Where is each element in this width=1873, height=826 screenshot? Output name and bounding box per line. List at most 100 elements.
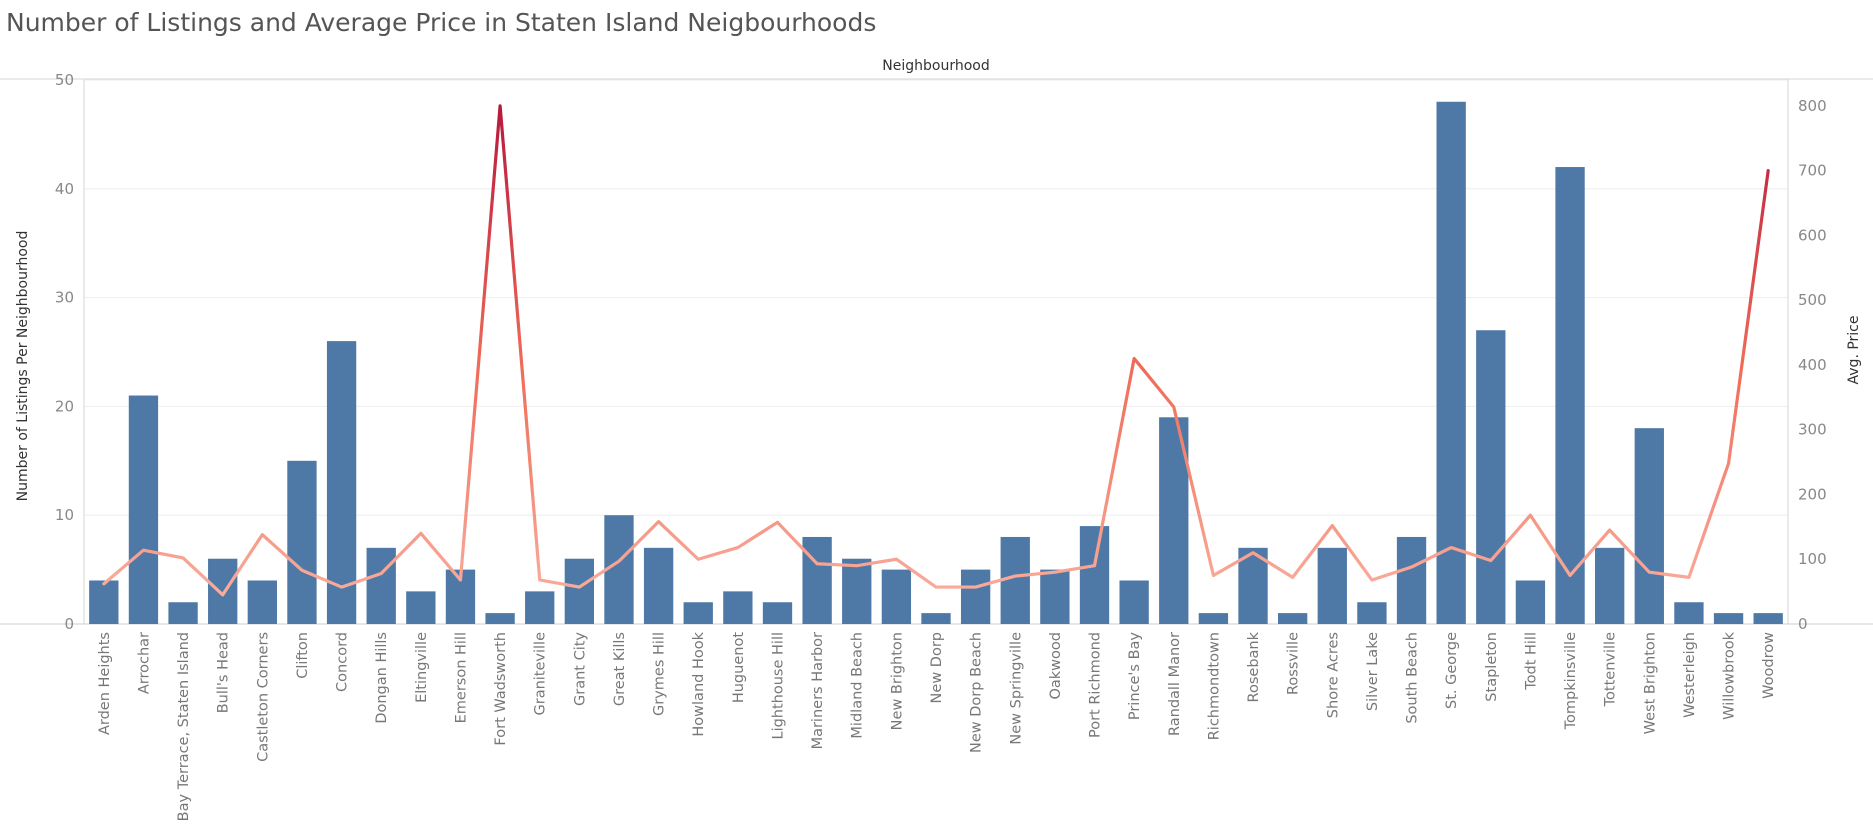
right-axis-title: Avg. Price — [1846, 316, 1862, 385]
category-label: Silver Lake — [1365, 632, 1381, 711]
bar-24 — [1040, 569, 1070, 624]
bar-8 — [406, 591, 436, 624]
bar-39 — [1634, 428, 1664, 624]
bar-series — [89, 101, 1783, 625]
right-tick-label: 500 — [1798, 291, 1827, 309]
category-label: Willowbrook — [1722, 631, 1738, 719]
bar-26 — [1119, 580, 1149, 624]
left-tick-label: 20 — [55, 397, 74, 415]
left-tick-label: 0 — [64, 615, 74, 633]
bar-18 — [802, 536, 832, 624]
bar-0 — [89, 580, 119, 624]
left-tick-label: 30 — [55, 289, 74, 307]
price-line — [102, 104, 1770, 597]
category-label: Clifton — [295, 632, 311, 679]
bar-1 — [128, 395, 159, 624]
right-tick-label: 800 — [1798, 97, 1827, 115]
category-label: New Dorp Beach — [969, 632, 985, 753]
category-label: Grymes Hill — [652, 632, 668, 716]
plot-frame — [0, 78, 1873, 625]
left-axis-ticks: 0 10 20 30 40 50 — [55, 71, 74, 633]
bar-34 — [1436, 101, 1466, 624]
category-label: Tottenville — [1603, 632, 1619, 707]
category-label: West Brighton — [1642, 632, 1658, 734]
category-label: Grant City — [572, 632, 588, 706]
category-label: Emerson Hill — [453, 632, 469, 723]
category-label: Graniteville — [533, 632, 549, 716]
column-header: Neighbourhood — [882, 58, 990, 74]
category-label: New Springville — [1008, 632, 1024, 745]
category-label: Huguenot — [731, 632, 747, 703]
bar-25 — [1079, 526, 1110, 624]
category-label: Arrochar — [136, 632, 152, 694]
category-label: Midland Beach — [850, 632, 866, 739]
right-tick-label: 400 — [1798, 356, 1827, 374]
category-label: Concord — [335, 632, 351, 692]
bar-30 — [1277, 613, 1308, 624]
chart-title: Number of Listings and Average Price in … — [6, 8, 877, 37]
bar-5 — [287, 460, 317, 624]
category-label: Lighthouse Hill — [770, 632, 786, 740]
right-tick-label: 200 — [1798, 485, 1827, 503]
category-label: New Dorp — [929, 632, 945, 703]
bar-41 — [1713, 613, 1744, 624]
bar-33 — [1396, 536, 1427, 624]
right-tick-label: 100 — [1798, 550, 1827, 568]
right-tick-label: 0 — [1798, 615, 1808, 633]
left-tick-label: 40 — [55, 180, 74, 198]
category-label: Arden Heights — [97, 632, 113, 735]
bar-28 — [1198, 613, 1229, 624]
category-label: Castleton Corners — [255, 632, 271, 762]
category-label: Tompkinsville — [1563, 632, 1579, 730]
category-label: New Brighton — [889, 632, 905, 730]
category-label: St. George — [1444, 632, 1460, 709]
right-tick-label: 700 — [1798, 162, 1827, 180]
category-label: Stapleton — [1484, 632, 1500, 702]
category-label: Todt Hill — [1523, 632, 1539, 691]
category-label: Port Richmond — [1088, 632, 1104, 738]
category-label: Richmondtown — [1206, 632, 1222, 740]
category-label: Bull's Head — [216, 632, 232, 713]
right-axis-ticks: 0 100 200 300 400 500 600 700 800 — [1798, 97, 1827, 633]
bar-12 — [564, 558, 595, 624]
bar-13 — [604, 515, 634, 624]
category-label: Howland Hook — [691, 631, 707, 736]
bar-3 — [208, 558, 238, 624]
category-label: Great Kills — [612, 632, 628, 706]
bar-35 — [1476, 330, 1506, 624]
bar-32 — [1357, 602, 1387, 624]
price-line-series — [102, 104, 1770, 597]
bar-20 — [881, 569, 912, 624]
bar-10 — [485, 613, 515, 624]
category-label: South Beach — [1405, 632, 1421, 724]
category-label: Shore Acres — [1325, 632, 1341, 718]
bar-21 — [921, 613, 951, 624]
bar-42 — [1753, 613, 1783, 624]
category-label: Woodrow — [1761, 632, 1777, 699]
category-label: Mariners Harbor — [810, 632, 826, 749]
bar-14 — [643, 547, 674, 624]
category-label: Bay Terrace, Staten Island — [176, 632, 192, 821]
left-tick-label: 50 — [55, 71, 74, 89]
bar-6 — [326, 341, 357, 624]
category-label: Eltingville — [414, 632, 430, 703]
left-tick-label: 10 — [55, 506, 74, 524]
bar-16 — [723, 591, 753, 624]
category-label: Randall Manor — [1167, 632, 1183, 736]
category-label: Prince's Bay — [1127, 632, 1143, 721]
category-label: Fort Wadsworth — [493, 632, 509, 746]
bar-37 — [1555, 167, 1585, 625]
bar-22 — [960, 569, 991, 624]
bar-38 — [1595, 547, 1625, 624]
bar-19 — [842, 558, 872, 624]
right-tick-label: 600 — [1798, 226, 1827, 244]
bar-2 — [168, 602, 198, 624]
category-labels: Arden Heights Arrochar Bay Terrace, Staten… — [97, 631, 1777, 821]
bar-36 — [1515, 580, 1546, 624]
category-label: Westerleigh — [1682, 632, 1698, 718]
bar-17 — [762, 602, 793, 624]
bar-4 — [247, 580, 277, 624]
bar-7 — [366, 547, 396, 624]
right-tick-label: 300 — [1798, 421, 1827, 439]
